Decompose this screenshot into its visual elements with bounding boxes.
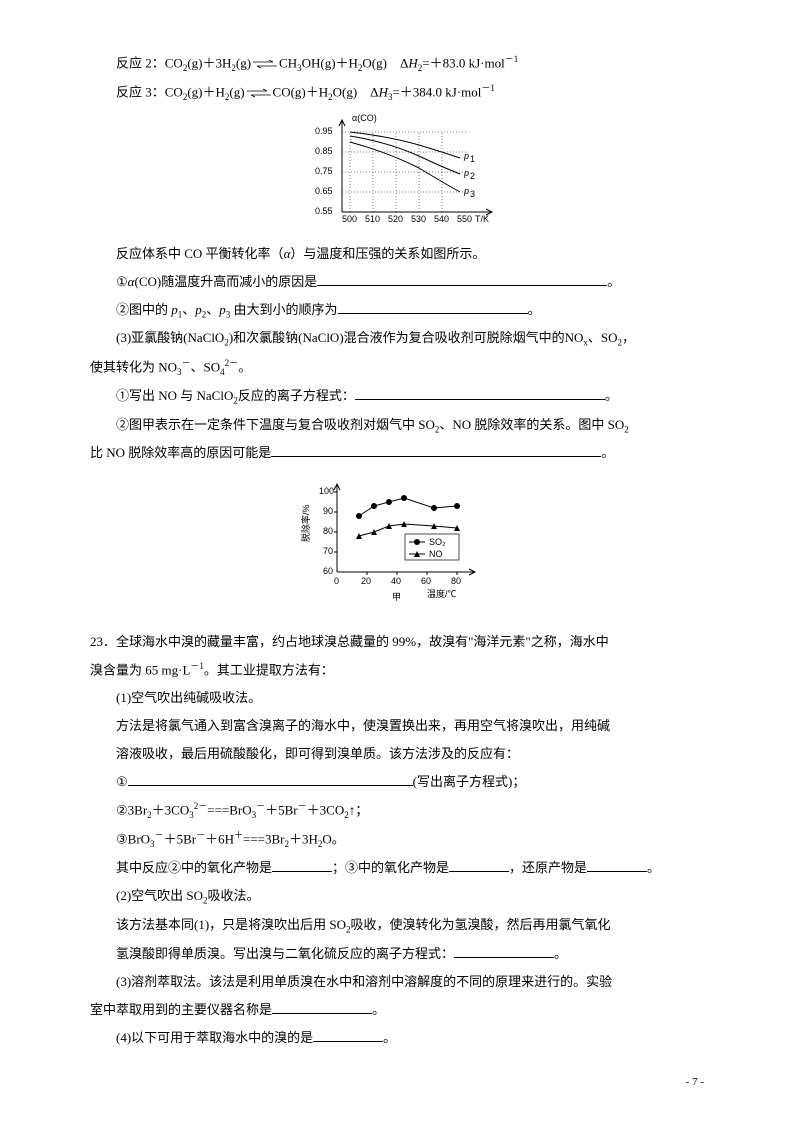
q23-oxred: 其中反应②中的氧化产物是；③中的氧化产物是，还原产物是。 — [90, 855, 704, 881]
q23-intro1: 23．全球海水中溴的藏量丰富，约占地球溴总藏量的 99%，故溴有"海洋元素"之称… — [90, 629, 704, 655]
q23-m2-desc2: 氢溴酸即得单质溴。写出溴与二氧化硫反应的离子方程式：。 — [90, 941, 704, 967]
svg-text:T/K: T/K — [475, 214, 489, 222]
svg-text:70: 70 — [323, 546, 333, 556]
svg-text:0.75: 0.75 — [315, 166, 333, 176]
chart-removal-rate: 100 90 80 70 60 0 20 40 60 80 脱除率/% 温度/℃… — [90, 472, 704, 611]
q-p-order: ②图中的 p1、p2、p3 由大到小的顺序为。 — [90, 297, 704, 324]
svg-text:510: 510 — [365, 214, 380, 222]
q23-m1-desc2: 溶液吸收，最后用硫酸酸化，即可得到溴单质。该方法涉及的反应有： — [90, 741, 704, 767]
svg-text:p: p — [463, 186, 469, 196]
svg-text:500: 500 — [342, 214, 357, 222]
svg-text:100: 100 — [319, 486, 334, 496]
sec3-line1: (3)亚氯酸钠(NaClO2)和次氯酸钠(NaClO)混合液作为复合吸收剂可脱除… — [90, 325, 704, 352]
sec3-line2: 使其转化为 NO3－、SO42－。 — [90, 354, 704, 381]
svg-text:1: 1 — [470, 154, 475, 164]
svg-text:530: 530 — [411, 214, 426, 222]
svg-text:60: 60 — [323, 566, 333, 576]
q23-m2-desc1: 该方法基本同(1)，只是将溴吹出后用 SO2吸收，使溴转化为氢溴酸，然后再用氯气… — [90, 912, 704, 939]
svg-text:520: 520 — [388, 214, 403, 222]
svg-text:p: p — [463, 168, 469, 178]
q23-intro2: 溴含量为 65 mg·L－1。其工业提取方法有： — [90, 657, 704, 683]
q23-eq1: ①(写出离子方程式)； — [90, 769, 704, 795]
q23-m3-desc2: 室中萃取用到的主要仪器名称是。 — [90, 997, 704, 1023]
reaction-3: 反应 3：CO2(g)＋H2(g)CO(g)＋H2O(g) ΔH3=＋384.0… — [90, 79, 704, 106]
svg-text:0.85: 0.85 — [315, 146, 333, 156]
svg-text:540: 540 — [434, 214, 449, 222]
svg-text:80: 80 — [323, 526, 333, 536]
sec3-q2b: 比 NO 脱除效率高的原因可能是。 — [90, 440, 704, 466]
svg-text:20: 20 — [361, 576, 371, 586]
q23-m4: (4)以下可用于萃取海水中的溴的是。 — [90, 1025, 704, 1051]
svg-text:NO: NO — [429, 549, 443, 559]
sec3-q1: ①写出 NO 与 NaClO2反应的离子方程式：。 — [90, 383, 704, 410]
chart1-caption: 反应体系中 CO 平衡转化率（α）与温度和压强的关系如图所示。 — [90, 241, 704, 267]
svg-text:0: 0 — [334, 576, 339, 586]
chart1-ylabel: α(CO) — [352, 113, 377, 123]
page-number: - 7 - — [686, 1071, 704, 1093]
q23-m3-desc1: (3)溶剂萃取法。该法是利用单质溴在水中和溶剂中溶解度的不同的原理来进行的。实验 — [90, 969, 704, 995]
svg-text:温度/℃: 温度/℃ — [427, 588, 457, 599]
svg-text:甲: 甲 — [392, 592, 401, 602]
q23-m2-title: (2)空气吹出 SO2吸收法。 — [90, 883, 704, 910]
svg-text:80: 80 — [451, 576, 461, 586]
svg-text:脱除率/%: 脱除率/% — [300, 505, 311, 543]
q23-eq3: ③BrO3－＋5Br－＋6H＋===3Br2＋3H2O。 — [90, 826, 704, 853]
svg-text:550: 550 — [457, 214, 472, 222]
svg-text:90: 90 — [323, 506, 333, 516]
svg-text:2: 2 — [470, 171, 475, 181]
svg-text:p: p — [463, 151, 469, 161]
sec3-q2a: ②图甲表示在一定条件下温度与复合吸收剂对烟气中 SO2、NO 脱除效率的关系。图… — [90, 412, 704, 439]
q-alpha-reason: ①α(CO)随温度升高而减小的原因是。 — [90, 269, 704, 295]
svg-text:60: 60 — [421, 576, 431, 586]
q23-m1-title: (1)空气吹出纯碱吸收法。 — [90, 685, 704, 711]
chart-alpha-co: α(CO) 0.95 0.85 0.75 0.65 0.55 500 510 5… — [90, 112, 704, 231]
svg-text:SO₂: SO₂ — [429, 537, 446, 547]
q23-eq2: ②3Br2＋3CO32－===BrO3－＋5Br－＋3CO2↑； — [90, 797, 704, 824]
svg-text:40: 40 — [391, 576, 401, 586]
svg-text:0.65: 0.65 — [315, 186, 333, 196]
q23-m1-desc1: 方法是将氯气通入到富含溴离子的海水中，使溴置换出来，再用空气将溴吹出，用纯碱 — [90, 713, 704, 739]
svg-text:0.95: 0.95 — [315, 126, 333, 136]
reaction-2: 反应 2：CO2(g)＋3H2(g)CH3OH(g)＋H2O(g) ΔH2=＋8… — [90, 50, 704, 77]
svg-text:0.55: 0.55 — [315, 206, 333, 216]
svg-text:3: 3 — [470, 189, 475, 199]
